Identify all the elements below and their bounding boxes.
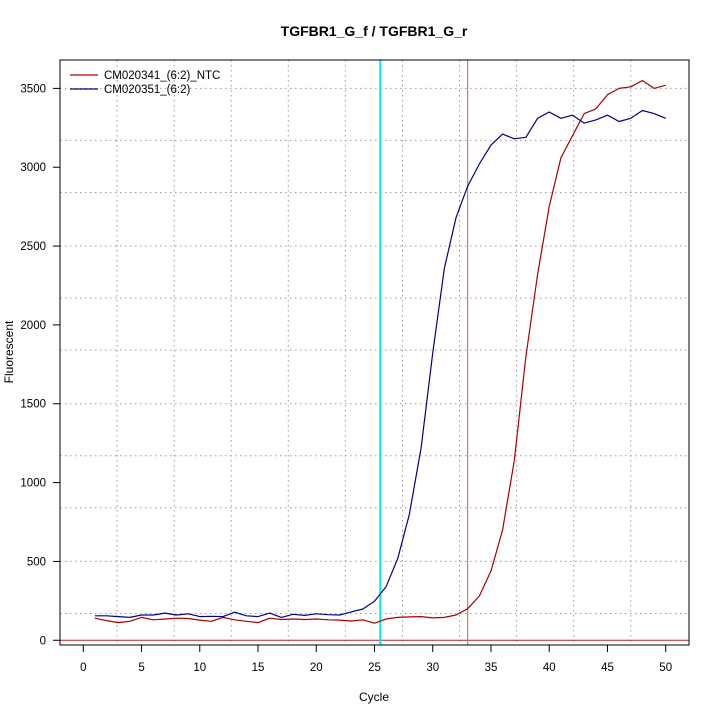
- x-tick-label: 20: [310, 662, 323, 674]
- x-tick-label: 0: [80, 662, 86, 674]
- y-tick-label: 0: [40, 635, 46, 647]
- series-lines: [94, 79, 666, 624]
- legend-label-2: CM020351_(6:2): [104, 84, 190, 96]
- series-line-1: [94, 79, 666, 624]
- y-tick-label: 1500: [20, 399, 46, 411]
- y-tick-label: 3500: [20, 83, 46, 95]
- y-tick-label: 2500: [20, 241, 46, 253]
- x-tick-label: 45: [601, 662, 614, 674]
- series-line-2: [94, 109, 666, 619]
- legend: CM020341_(6:2)_NTC CM020351_(6:2): [70, 70, 220, 96]
- x-tick-label: 10: [193, 662, 206, 674]
- x-tick-label: 5: [138, 662, 144, 674]
- y-tick-label: 2000: [20, 320, 46, 332]
- x-tick-label: 30: [426, 662, 439, 674]
- x-tick-label: 15: [252, 662, 265, 674]
- x-tick-label: 25: [368, 662, 381, 674]
- y-tick-label: 3000: [20, 162, 46, 174]
- x-tick-label: 40: [543, 662, 556, 674]
- y-axis-label: Fluorescent: [2, 320, 16, 383]
- legend-label-1: CM020341_(6:2)_NTC: [104, 70, 220, 82]
- x-axis-label: Cycle: [359, 690, 389, 704]
- y-axis: 0 500 1000 1500 2000 2500 3000 3500: [20, 83, 61, 647]
- x-tick-label: 50: [659, 662, 672, 674]
- x-tick-label: 35: [485, 662, 498, 674]
- y-tick-label: 1000: [20, 478, 46, 490]
- x-axis: 0 5 10 15 20 25 30 35 40 45 50: [80, 644, 672, 674]
- reference-lines: [60, 60, 689, 645]
- chart-title: TGFBR1_G_f / TGFBR1_G_r: [281, 23, 468, 39]
- y-tick-label: 500: [27, 556, 46, 568]
